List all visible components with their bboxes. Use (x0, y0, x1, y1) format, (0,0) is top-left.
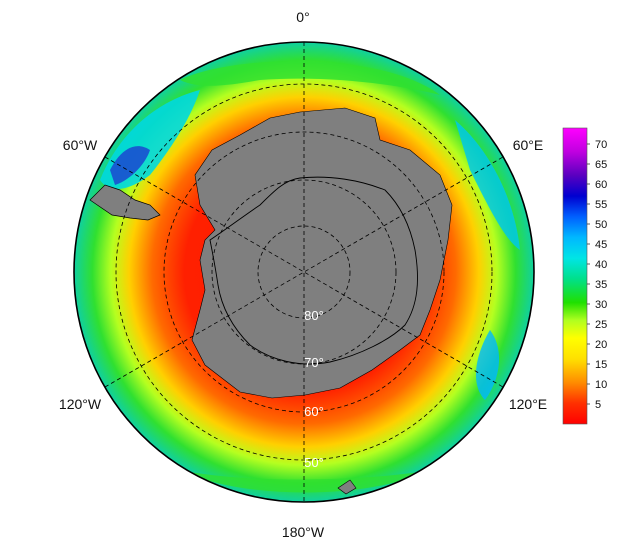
antarctica-land (191, 107, 453, 399)
lat-label-50: 50° (304, 455, 324, 470)
lat-label-60: 60° (304, 404, 324, 419)
lat-label-70: 70° (304, 355, 324, 370)
colorbar-tick-label: 55 (595, 199, 607, 211)
coastline-outline (209, 176, 418, 365)
colorbar-tick-label: 70 (595, 139, 607, 151)
lon-label-60w: 60°W (63, 137, 98, 153)
lon-label-120e: 120°E (509, 396, 547, 412)
colorbar-tick-label: 20 (595, 339, 607, 351)
colorbar-tick-label: 65 (595, 159, 607, 171)
colorbar-tick-label: 50 (595, 219, 607, 231)
lon-label-120w: 120°W (59, 396, 102, 412)
lon-label-0: 0° (296, 9, 309, 25)
antarctic-peninsula (89, 184, 161, 221)
lon-label-180w: 180°W (282, 524, 325, 540)
graticule (104, 42, 504, 502)
colorbar-tick-label: 40 (595, 259, 607, 271)
colorbar-ticks: 5 10 15 20 25 30 35 40 45 50 55 60 65 70 (587, 139, 607, 411)
colorbar-tick-label: 60 (595, 179, 607, 191)
map-border (73, 41, 535, 503)
colorbar-tick-label: 10 (595, 379, 607, 391)
colorbar-tick-label: 30 (595, 299, 607, 311)
colorbar-tick-label: 45 (595, 239, 607, 251)
colorbar-gradient (562, 127, 588, 425)
colorbar-tick-label: 15 (595, 359, 607, 371)
colorbar-tick-label: 5 (595, 399, 601, 411)
island (337, 479, 357, 495)
lat-label-80: 80° (304, 308, 324, 323)
colorbar-tick-label: 25 (595, 319, 607, 331)
lon-label-60e: 60°E (513, 137, 544, 153)
colorbar-tick-label: 35 (595, 279, 607, 291)
colorbar: 5 10 15 20 25 30 35 40 45 50 55 60 65 70 (562, 127, 607, 425)
